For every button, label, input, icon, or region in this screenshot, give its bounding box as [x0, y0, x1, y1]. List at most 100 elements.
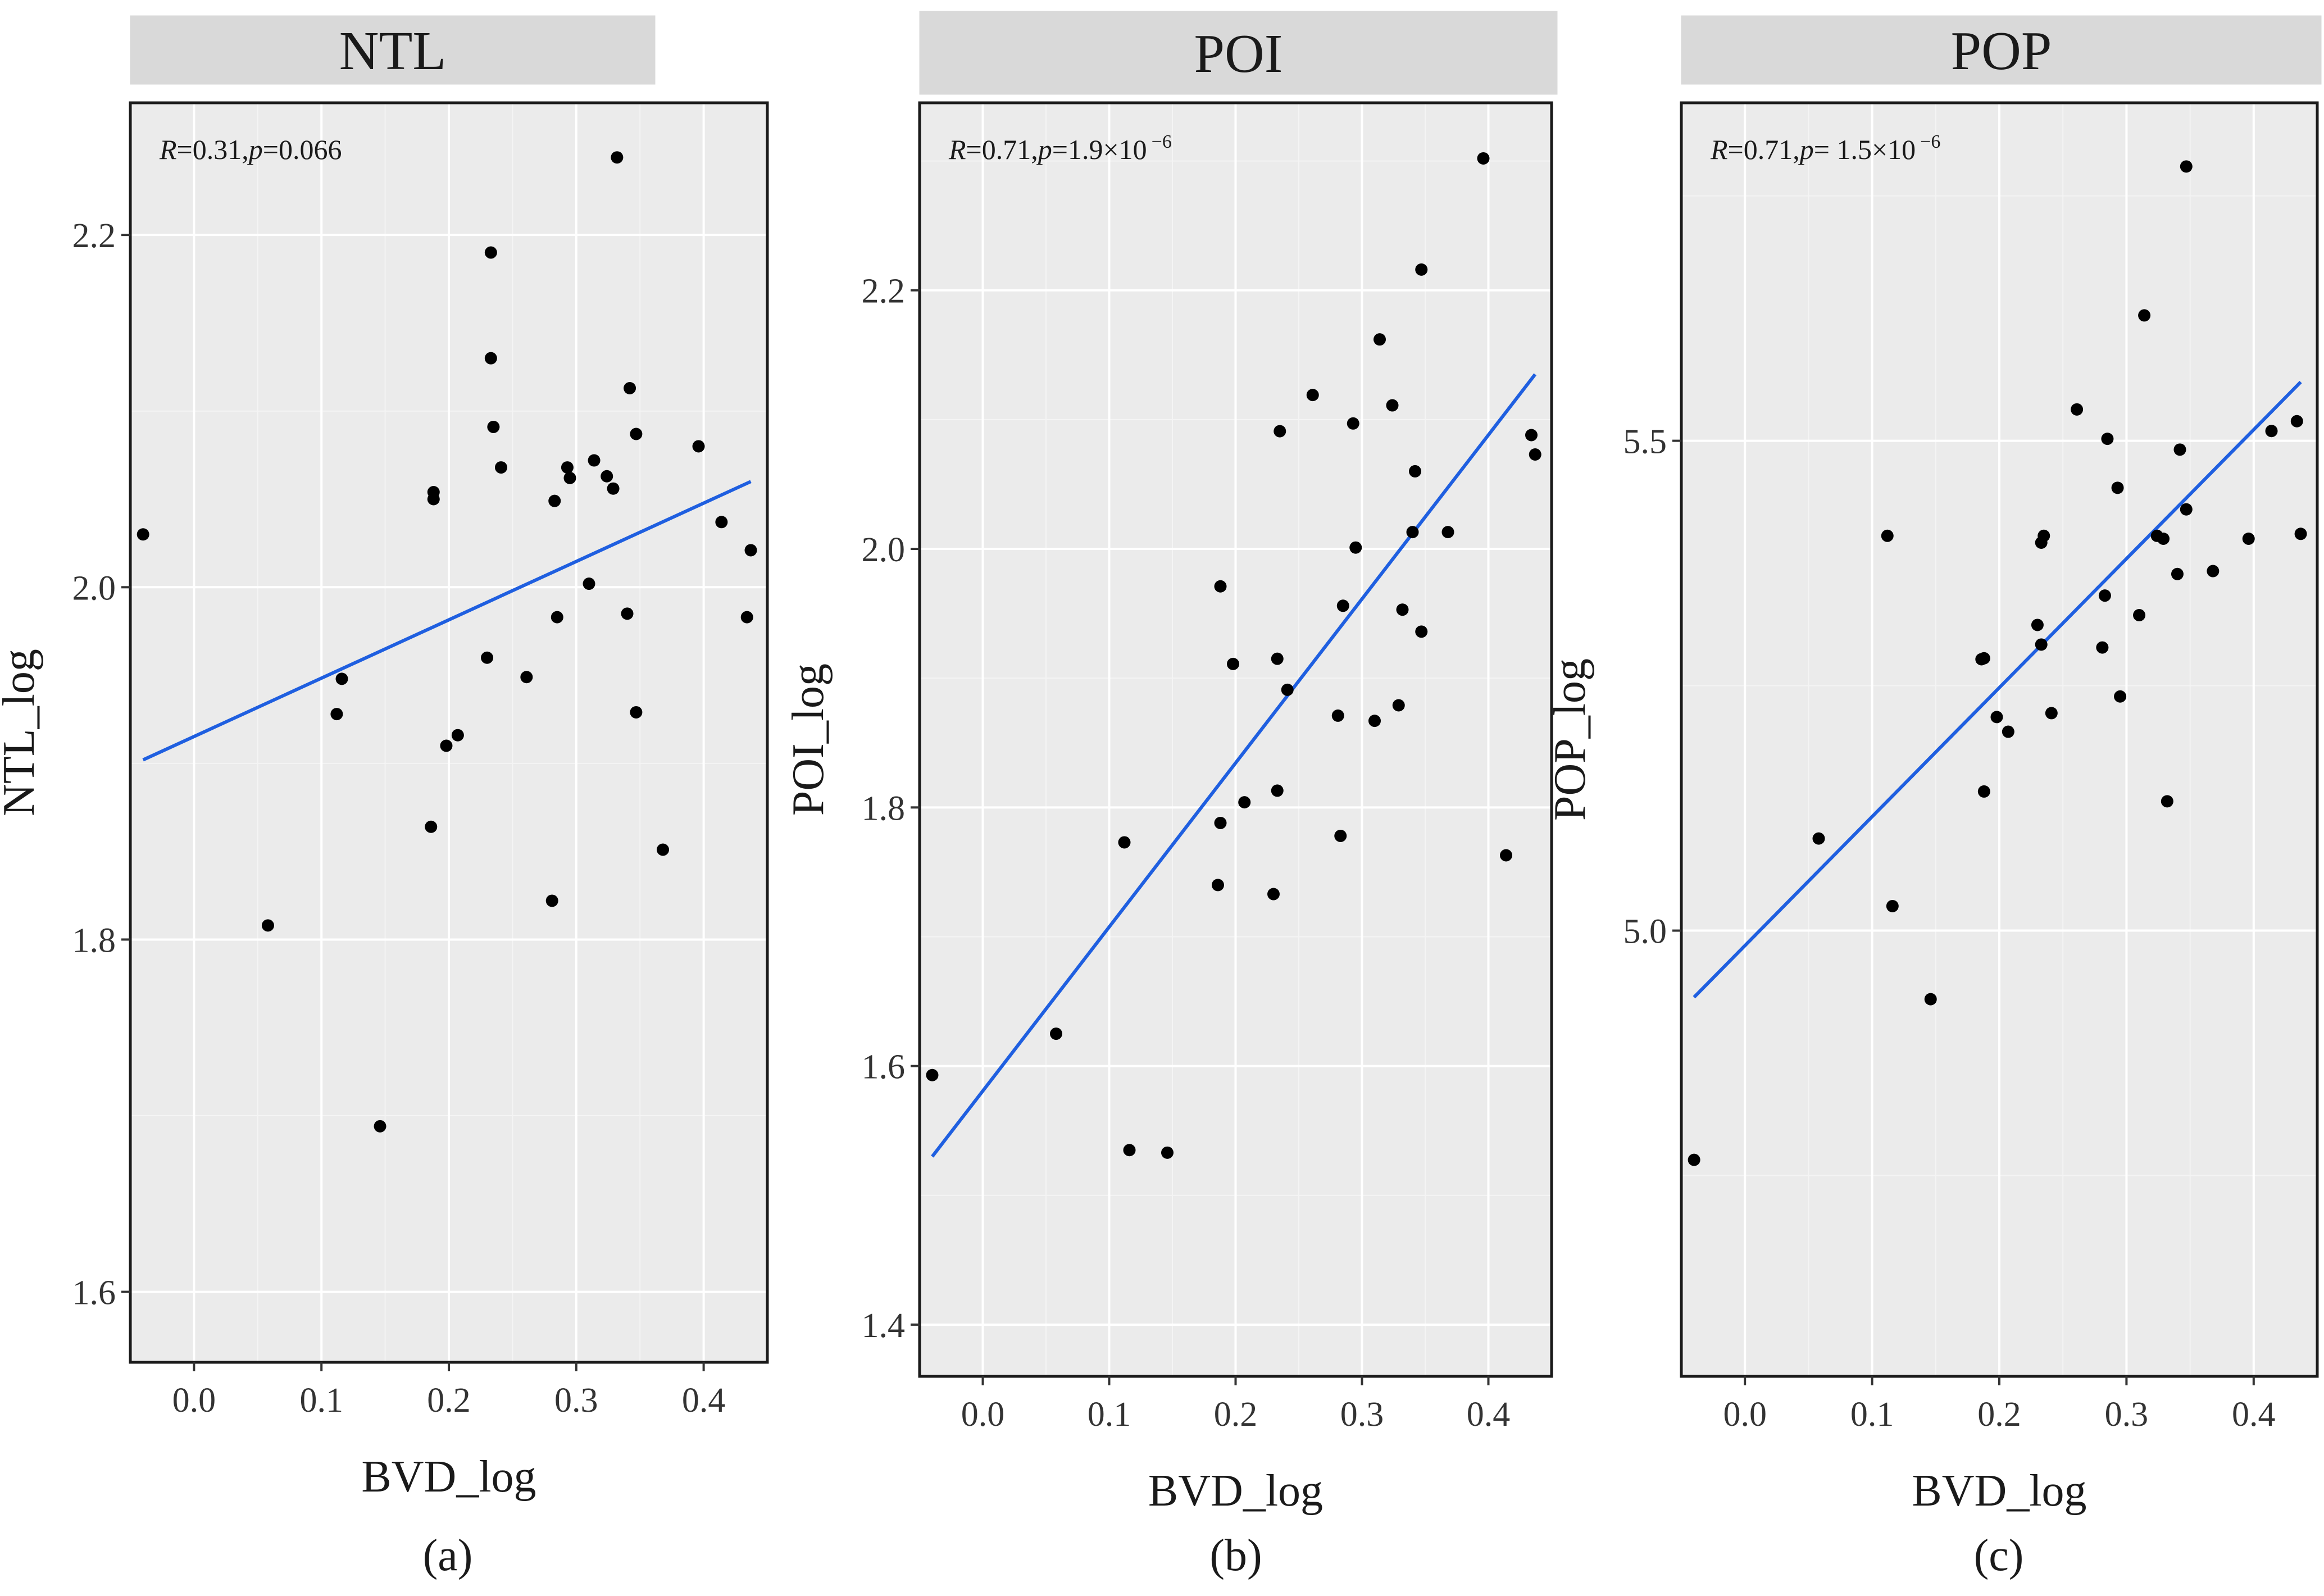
correlation-annotation: R=0.31,p=0.066 [159, 134, 342, 165]
data-point [427, 493, 440, 506]
panel-caption: (a) [423, 1531, 473, 1580]
data-point [1409, 465, 1421, 478]
annotation-p-symbol: p [1798, 134, 1814, 165]
data-point [2045, 707, 2058, 720]
data-point [1881, 529, 1894, 542]
annotation-p-symbol: p [1036, 134, 1052, 165]
data-point [1281, 683, 1294, 696]
data-point [2157, 533, 2170, 545]
data-point [1406, 526, 1419, 539]
data-point [1500, 849, 1512, 862]
data-point [2098, 589, 2111, 602]
data-point [1415, 263, 1428, 276]
x-tick-label: 0.3 [2105, 1395, 2149, 1434]
data-point [1688, 1153, 1700, 1166]
x-tick-label: 0.4 [682, 1381, 726, 1420]
data-point [1212, 879, 1224, 892]
x-axis-title: BVD_log [1912, 1466, 2086, 1516]
annotation-p-symbol: p [247, 134, 263, 165]
data-point [1118, 836, 1131, 849]
data-point [2265, 425, 2278, 438]
data-point [551, 611, 563, 624]
data-point [630, 428, 643, 440]
regression-line [142, 480, 752, 762]
data-point [1990, 711, 2003, 724]
data-point [545, 894, 558, 907]
annotation-p-exponent: −6 [1152, 131, 1172, 152]
facet-strip [919, 11, 1558, 95]
data-point [583, 578, 595, 590]
data-point [1271, 652, 1284, 665]
y-tick-label: 2.2 [862, 272, 906, 311]
data-point [1812, 832, 1825, 845]
data-point [1347, 417, 1359, 430]
data-point [261, 919, 274, 932]
x-tick-label: 0.1 [299, 1381, 343, 1420]
data-point [374, 1120, 386, 1133]
panel-ntl: NTL 0.0 0.1 0.2 0.3 0.4 1.6 1.8 2.0 2.2 BVD_log NTL… [0, 15, 769, 1580]
annotation-p-value: =1.9×10 [1052, 134, 1147, 165]
data-point [494, 461, 507, 474]
data-point [1271, 784, 1284, 797]
data-point [624, 381, 636, 394]
data-point [520, 671, 533, 684]
data-point [2290, 415, 2303, 428]
x-tick-label: 0.1 [1088, 1395, 1131, 1434]
data-point [1415, 625, 1428, 638]
data-point [1238, 796, 1251, 809]
data-point [2180, 160, 2193, 173]
x-tick-label: 0.0 [1723, 1395, 1767, 1434]
y-tick-label: 2.0 [862, 531, 906, 569]
annotation-p-exponent: −6 [1920, 131, 1940, 152]
data-point [484, 352, 497, 365]
x-tick-label: 0.3 [554, 1381, 598, 1420]
annotation-r-value: =0.71, [966, 134, 1038, 165]
data-point [1977, 652, 1990, 665]
x-tick-label: 0.2 [1977, 1395, 2021, 1434]
data-point [2294, 528, 2307, 540]
panel-poi: POI 0.0 0.1 0.2 0.3 0.4 1.4 1.6 1.8 2.0 2.2 BVD_log… [784, 11, 1558, 1580]
data-point [1477, 152, 1490, 165]
annotation-r-symbol: R [948, 134, 966, 165]
data-point [1227, 657, 1239, 670]
x-axis-title: BVD_log [361, 1452, 536, 1502]
y-axis-title: POI_log [784, 663, 833, 816]
data-point [1349, 541, 1362, 554]
data-point [481, 651, 494, 664]
data-point [2138, 309, 2151, 322]
facet-strip [1681, 15, 2322, 85]
data-point [335, 672, 348, 685]
data-point [1336, 599, 1349, 612]
x-tick-label: 0.4 [2232, 1395, 2276, 1434]
y-axis-title: POP_log [1545, 658, 1595, 821]
data-point [1161, 1146, 1174, 1159]
data-point [1368, 715, 1381, 727]
data-point [1525, 429, 1538, 442]
data-point [1306, 389, 1319, 402]
data-point [630, 706, 643, 719]
y-tick-label: 2.2 [72, 217, 116, 255]
x-axis-title: BVD_log [1148, 1466, 1323, 1516]
data-point [137, 528, 149, 541]
data-point [2035, 638, 2048, 651]
regression-line [931, 373, 1537, 1158]
data-point [440, 739, 453, 752]
data-point [2038, 529, 2050, 542]
data-point [1331, 709, 1344, 722]
data-point [487, 420, 500, 433]
data-point [588, 454, 601, 467]
x-tick-label: 0.1 [1850, 1395, 1894, 1434]
x-tick-label: 0.0 [172, 1381, 216, 1420]
panel-caption: (b) [1209, 1531, 1262, 1580]
data-point [744, 544, 757, 557]
facet-strip [130, 15, 656, 85]
regression-line [1693, 380, 2302, 999]
data-point [2111, 481, 2124, 494]
data-point [330, 708, 343, 721]
y-tick-label: 1.4 [862, 1307, 906, 1345]
data-point [484, 246, 497, 259]
data-point [1374, 333, 1386, 346]
data-point [611, 151, 624, 164]
